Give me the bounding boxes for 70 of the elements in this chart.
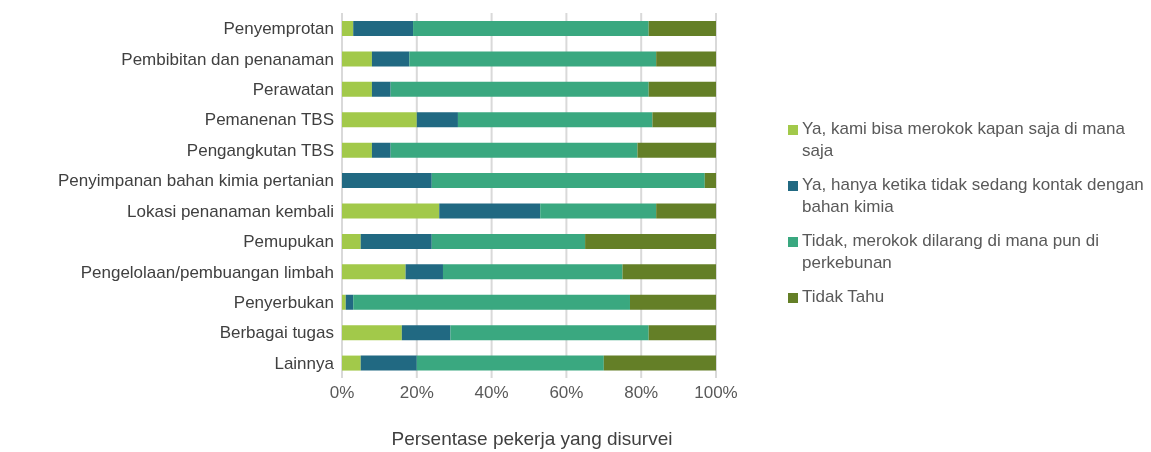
bar bbox=[360, 355, 417, 371]
bar bbox=[342, 233, 361, 249]
bar bbox=[540, 203, 657, 219]
bar bbox=[342, 173, 432, 189]
bar bbox=[342, 81, 372, 97]
bar bbox=[704, 173, 716, 189]
y-tick-label: Pemupukan bbox=[243, 232, 334, 252]
bar bbox=[342, 294, 346, 310]
legend-label: Ya, hanya ketika tidak sedang kontak dengan bahan kimia bbox=[802, 174, 1145, 218]
y-tick-label: Pengelolaan/pembuangan limbah bbox=[80, 262, 334, 282]
bar bbox=[656, 51, 716, 67]
bar bbox=[656, 203, 716, 219]
bar bbox=[442, 264, 623, 280]
bar bbox=[413, 21, 649, 36]
bar bbox=[371, 142, 391, 158]
x-tick-label: 40% bbox=[474, 383, 509, 403]
bar bbox=[450, 325, 649, 341]
y-tick-label: Pembibitan dan penanaman bbox=[121, 49, 334, 69]
bar bbox=[622, 264, 716, 280]
y-tick-label: Pemanenan TBS bbox=[204, 110, 334, 130]
bar bbox=[652, 112, 716, 128]
bar bbox=[431, 233, 586, 249]
bar bbox=[637, 142, 716, 158]
bar bbox=[648, 21, 716, 36]
bar bbox=[353, 294, 630, 310]
bar bbox=[416, 355, 604, 371]
x-tick-label: 100% bbox=[694, 383, 738, 403]
bar bbox=[405, 264, 443, 280]
legend-label: Tidak Tahu bbox=[802, 286, 885, 308]
bar bbox=[629, 294, 716, 310]
y-tick-label: Lainnya bbox=[274, 353, 335, 373]
bar bbox=[648, 81, 716, 97]
bar bbox=[342, 325, 402, 341]
x-tick-label: 80% bbox=[624, 383, 659, 403]
bar bbox=[353, 21, 414, 36]
x-tick-label: 0% bbox=[329, 383, 355, 403]
y-tick-label: Penyerbukan bbox=[233, 292, 334, 312]
bar bbox=[342, 355, 361, 371]
bar bbox=[401, 325, 451, 341]
bar bbox=[603, 355, 716, 371]
bar bbox=[342, 264, 406, 280]
bar bbox=[371, 81, 391, 97]
bar bbox=[439, 203, 541, 219]
bar bbox=[457, 112, 653, 128]
legend-label: Tidak, merokok dilarang di mana pun di perkebunan bbox=[802, 230, 1101, 274]
bar bbox=[342, 203, 440, 219]
bar bbox=[345, 294, 354, 310]
x-tick-label: 60% bbox=[549, 383, 584, 403]
bar bbox=[416, 112, 458, 128]
bar bbox=[409, 51, 657, 67]
bar bbox=[371, 51, 410, 67]
bar bbox=[342, 21, 354, 36]
y-tick-label: Penyemprotan bbox=[223, 19, 334, 39]
x-tick-label: 20% bbox=[399, 383, 434, 403]
y-tick-label: Lokasi penanaman kembali bbox=[127, 201, 334, 221]
bar bbox=[342, 142, 372, 158]
bar bbox=[585, 233, 716, 249]
legend-label: Ya, kami bisa merokok kapan saja di mana saja bbox=[802, 118, 1126, 162]
x-axis-title: Persentase pekerja yang disurvei bbox=[390, 428, 674, 450]
bar bbox=[360, 233, 432, 249]
bar bbox=[648, 325, 716, 341]
y-tick-label: Perawatan bbox=[252, 80, 334, 100]
y-tick-label: Penyimpanan bahan kimia pertanian bbox=[58, 171, 334, 191]
y-tick-label: Berbagai tugas bbox=[219, 323, 334, 343]
bar bbox=[390, 142, 638, 158]
bar bbox=[342, 51, 372, 67]
bar bbox=[390, 81, 649, 97]
y-tick-label: Pengangkutan TBS bbox=[186, 140, 334, 160]
bar bbox=[431, 173, 705, 189]
bar bbox=[342, 112, 417, 128]
